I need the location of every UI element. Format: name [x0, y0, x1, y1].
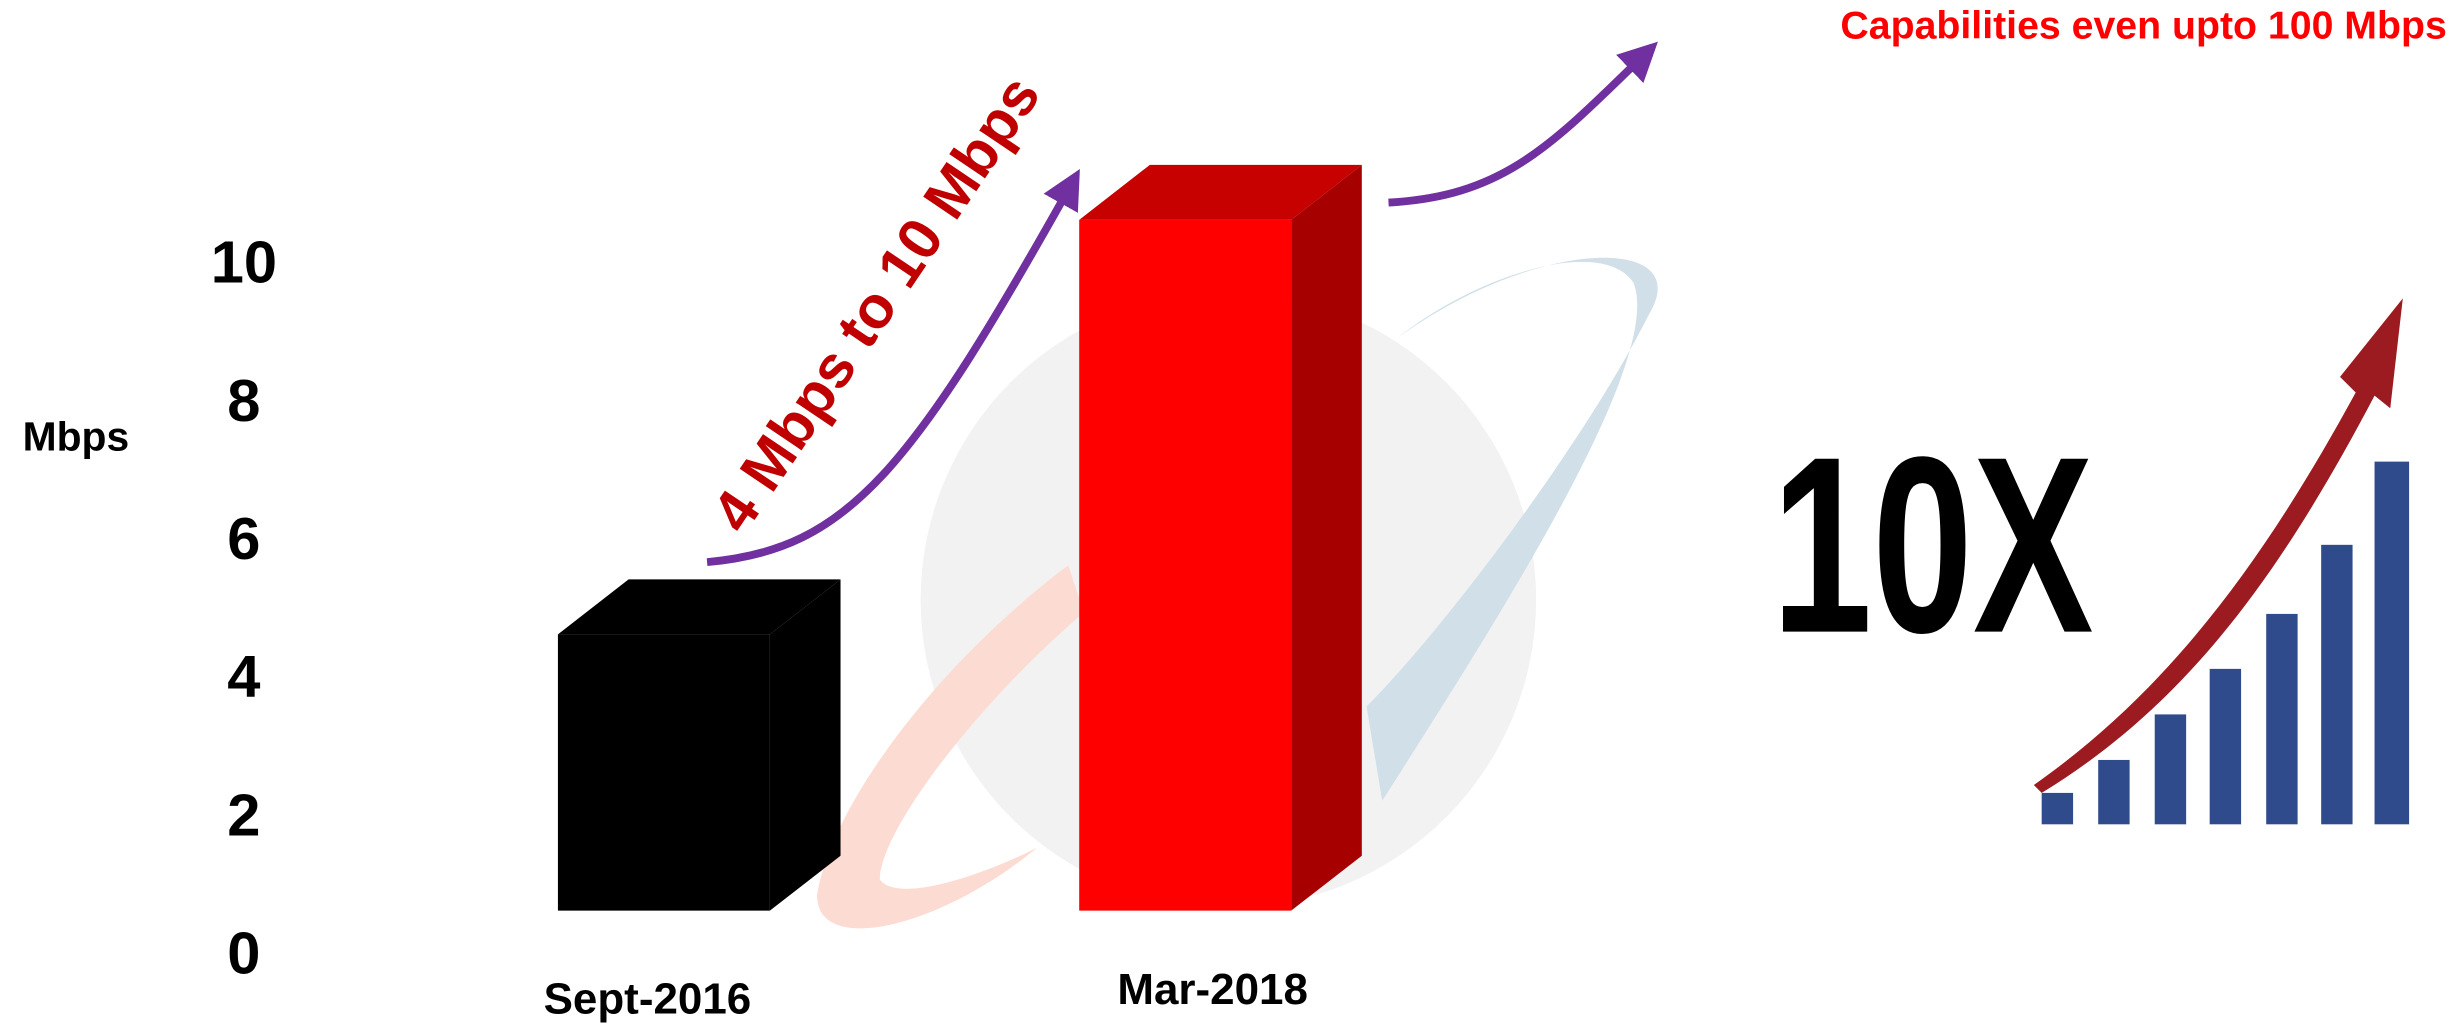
arrow [1389, 47, 1653, 202]
annotation: Capabilities even upto 100 Mbps [1840, 4, 2446, 48]
bar-side [770, 579, 841, 910]
y-tick-label: 8 [227, 367, 260, 434]
annotation: 10X [1772, 406, 2094, 686]
y-tick-label: 6 [227, 505, 260, 572]
y-axis-label: Mbps [23, 413, 130, 459]
y-tick-label: 4 [227, 643, 260, 710]
bar-side [1291, 165, 1362, 911]
bar [1079, 165, 1362, 911]
x-tick-label: Sept-2016 [544, 974, 752, 1023]
plot: 0 2 4 6 8 10 Sept-2016 Mar-2018 [211, 165, 1362, 1023]
page: {"chart_data": { "type": "bar", "ylabel"… [0, 0, 2463, 1030]
bar-front [558, 634, 770, 910]
x-tick-label: Mar-2018 [1117, 965, 1308, 1014]
y-tick-label: 10 [211, 229, 277, 296]
y-tick-label: 2 [227, 781, 260, 848]
bar [558, 579, 841, 910]
chart: Mbps 4 Mbps to 10 Mbps Capabilities even… [0, 0, 2463, 1030]
bar-front [1079, 220, 1291, 911]
y-tick-label: 0 [227, 920, 260, 987]
